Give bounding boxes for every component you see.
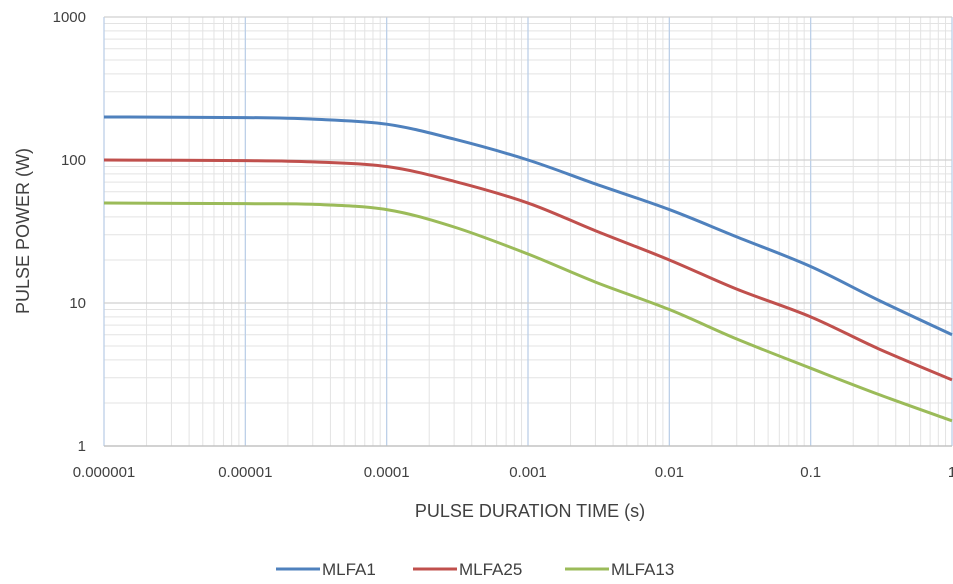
x-axis-ticks: 0.000001 0.00001 0.0001 0.001 0.01 0.1 1 bbox=[73, 464, 953, 481]
x-tick-label: 0.1 bbox=[800, 464, 821, 481]
y-tick-label: 100 bbox=[61, 152, 86, 169]
y-tick-label: 10 bbox=[69, 295, 86, 312]
x-tick-label: 0.001 bbox=[509, 464, 547, 481]
legend-label-mlfa1: MLFA1 bbox=[322, 560, 376, 579]
y-tick-label: 1 bbox=[78, 438, 86, 455]
x-tick-label: 0.000001 bbox=[73, 464, 136, 481]
series-lines bbox=[103, 115, 953, 423]
x-tick-label: 0.0001 bbox=[364, 464, 410, 481]
legend-label-mlfa25: MLFA25 bbox=[459, 560, 522, 579]
series-line-mlfa25 bbox=[103, 158, 953, 382]
major-gridlines bbox=[103, 16, 953, 447]
x-axis-title: PULSE DURATION TIME (s) bbox=[415, 501, 645, 521]
y-axis-title: PULSE POWER (W) bbox=[13, 148, 33, 314]
x-tick-label: 0.01 bbox=[655, 464, 684, 481]
y-tick-label: 1000 bbox=[53, 9, 86, 26]
y-axis-ticks: 1 10 100 1000 bbox=[53, 9, 86, 455]
legend-label-mlfa13: MLFA13 bbox=[611, 560, 674, 579]
x-tick-label: 1 bbox=[948, 464, 953, 481]
x-tick-label: 0.00001 bbox=[218, 464, 272, 481]
series-line-mlfa13 bbox=[103, 201, 953, 423]
series-line-mlfa1 bbox=[103, 115, 953, 337]
legend: MLFA1 MLFA25 MLFA13 bbox=[276, 560, 674, 579]
